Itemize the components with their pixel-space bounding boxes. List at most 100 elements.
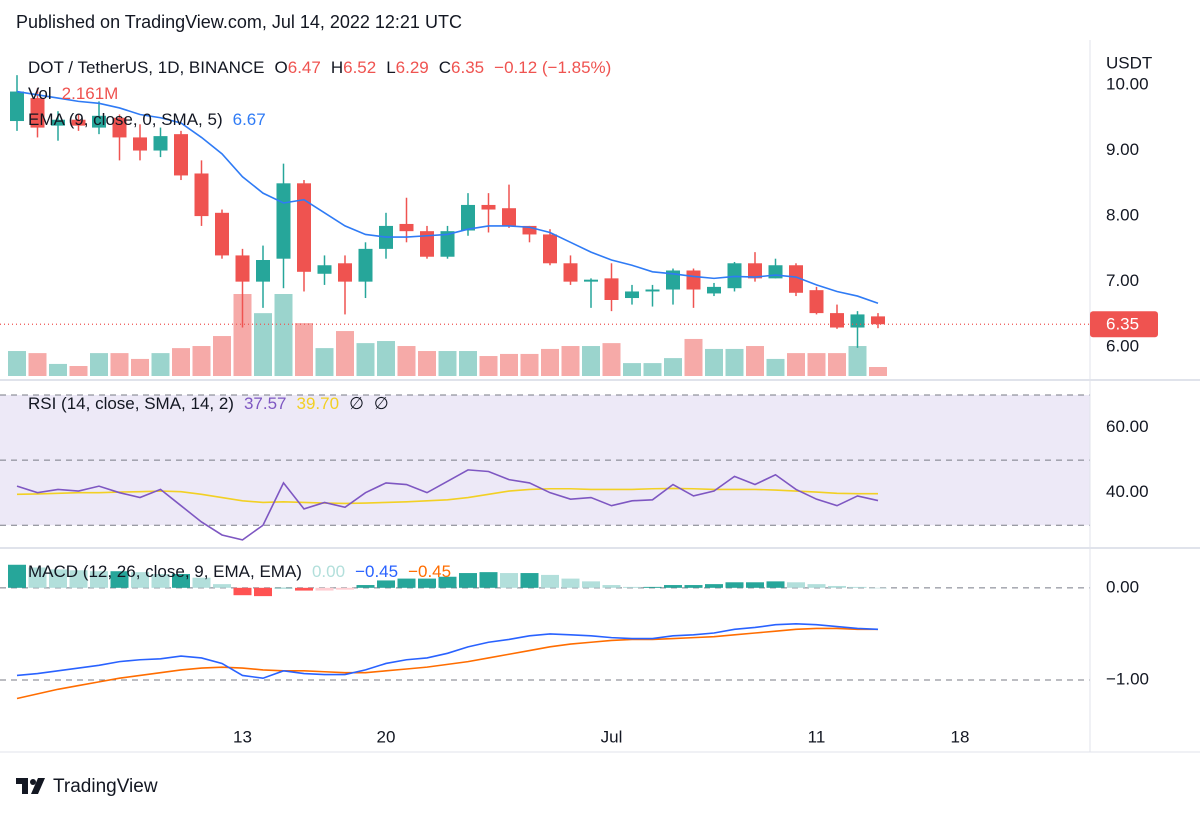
volume-bar: [766, 358, 785, 376]
macd-histogram-bar: [643, 586, 662, 588]
candle-body: [871, 316, 885, 325]
legend-row: RSI (14, close, SMA, 14, 2) 37.57 39.70 ∅ ∅: [28, 394, 389, 413]
candle-body: [71, 119, 86, 126]
y-axis-label: USDT: [1106, 53, 1152, 72]
macd-histogram-bar: [561, 578, 580, 588]
signal-line: [16, 627, 878, 700]
macd-histogram-bar: [828, 585, 846, 588]
ohlc-value: 6.52: [343, 58, 376, 77]
candle-body: [297, 183, 311, 272]
macd-histogram-bar: [172, 573, 190, 588]
na-symbol: ∅: [374, 394, 389, 413]
macd-histogram-bar: [848, 586, 867, 588]
y-tick-label: 10.00: [1106, 74, 1149, 93]
legend: DOT / TetherUS, 1D, BINANCE O6.47 H6.52 L6.…: [28, 58, 611, 581]
volume-bar: [377, 341, 395, 376]
rsi-line: [16, 469, 879, 541]
candle-body: [358, 248, 373, 282]
y-tick-label: 7.00: [1106, 271, 1139, 290]
macd-histogram-bar: [254, 587, 272, 597]
last-price-box: [1090, 311, 1158, 338]
candle-body: [92, 115, 106, 128]
volume-bar: [254, 313, 272, 376]
volume-bar: [397, 346, 416, 376]
x-tick-label: 20: [377, 727, 396, 746]
candle-body: [584, 279, 598, 282]
candle-body: [461, 204, 475, 231]
ema-value: 6.67: [233, 110, 266, 129]
ohlc-value: 6.29: [396, 58, 429, 77]
y-tick-label: 60.00: [1106, 417, 1149, 436]
ohlc-value: 6.35: [451, 58, 484, 77]
macd-histogram-bar: [459, 573, 477, 588]
symbol: DOT / TetherUS, 1D, BINANCE: [28, 58, 265, 77]
macd-histogram-bar: [213, 584, 231, 588]
macd-histogram-bar: [315, 587, 334, 591]
candle-body: [789, 265, 803, 293]
candle-body: [563, 263, 578, 282]
macd-histogram-bar: [582, 581, 600, 588]
na-symbol: ∅: [349, 394, 364, 413]
volume-bar: [459, 351, 477, 376]
macd-histogram-bar: [602, 585, 621, 588]
brand-name: TradingView: [53, 776, 158, 797]
ohlc-label: C: [439, 58, 451, 77]
volume-bar: [725, 348, 744, 376]
macd-histogram-bar: [438, 576, 457, 588]
macd-value: −0.45: [355, 562, 398, 581]
macd-histogram-bar: [541, 574, 559, 588]
candle-body: [748, 263, 762, 279]
volume-bar: [356, 343, 375, 376]
volume-bar: [500, 353, 518, 376]
ohlc-label: H: [331, 58, 343, 77]
volume-bar: [520, 353, 539, 376]
macd-histogram-bar: [520, 573, 539, 588]
volume-bar: [295, 323, 313, 376]
candle-body: [850, 314, 865, 328]
legend-row: DOT / TetherUS, 1D, BINANCE O6.47 H6.52 L6.…: [28, 58, 611, 77]
candle-body: [666, 270, 680, 290]
macd-histogram-bar: [418, 578, 436, 588]
published-note: Published on TradingView.com, Jul 14, 20…: [16, 12, 462, 32]
macd-histogram-bar: [705, 584, 723, 588]
candle-body: [502, 208, 516, 226]
macd-histogram-bar: [377, 580, 395, 588]
y-tick-label: −1.00: [1106, 670, 1149, 689]
volume-bar: [418, 351, 436, 376]
macd-histogram-bar: [766, 581, 785, 588]
macd-histogram-bar: [131, 572, 149, 588]
volume-bar: [438, 351, 457, 376]
macd-histogram-bar: [356, 585, 375, 588]
x-tick-label: 11: [808, 727, 826, 746]
macd-histogram-bar: [664, 585, 682, 588]
macd-histogram-bar: [90, 571, 108, 588]
volume-bar: [787, 353, 805, 376]
macd-histogram-bar: [500, 573, 518, 588]
y-tick-label: 40.00: [1106, 482, 1149, 501]
volume-bar: [172, 348, 190, 376]
macd-histogram-bar: [684, 585, 703, 588]
rsi-sma-value: 39.70: [297, 394, 340, 413]
macd-histogram-bar: [110, 571, 129, 588]
candle-body: [133, 137, 147, 151]
candle-body: [317, 265, 332, 274]
candle-body: [235, 255, 250, 282]
volume-bar: [664, 358, 682, 376]
volume-bar: [684, 338, 703, 376]
volume-bar: [602, 343, 621, 376]
ema-line: [16, 90, 879, 305]
logo-mark: [31, 778, 45, 794]
macd-histogram-bar: [623, 586, 641, 588]
logo-mark: [16, 778, 28, 794]
candle-body: [256, 260, 270, 282]
candle-body: [338, 263, 352, 282]
histogram-value: 0.00: [312, 562, 345, 581]
ohlc-value: 6.47: [288, 58, 321, 77]
volume-name: Vol: [28, 84, 52, 103]
volume-bar: [807, 353, 826, 376]
candle-body: [112, 117, 127, 138]
change: −0.12 (−1.85%): [494, 58, 611, 77]
last-price-label: 6.35: [1106, 315, 1139, 334]
macd-line: [16, 622, 879, 680]
